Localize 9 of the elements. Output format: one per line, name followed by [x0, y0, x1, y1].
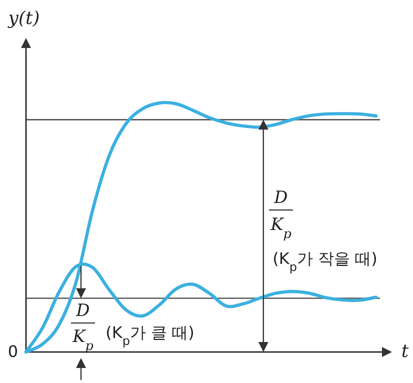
- annotation: D: [273, 188, 288, 208]
- x-axis-title: t: [401, 341, 410, 362]
- annotation: (K$_{p}$가 클 때): [106, 323, 194, 348]
- annotation: K$_{p}$: [270, 215, 292, 242]
- annotation: D: [75, 301, 90, 321]
- annotation: (K$_{p}$가 작을 때): [272, 249, 378, 274]
- text: 0: [8, 342, 18, 361]
- annotation: K$_{p}$: [72, 327, 94, 354]
- y-axis-title: y(t): [7, 8, 40, 29]
